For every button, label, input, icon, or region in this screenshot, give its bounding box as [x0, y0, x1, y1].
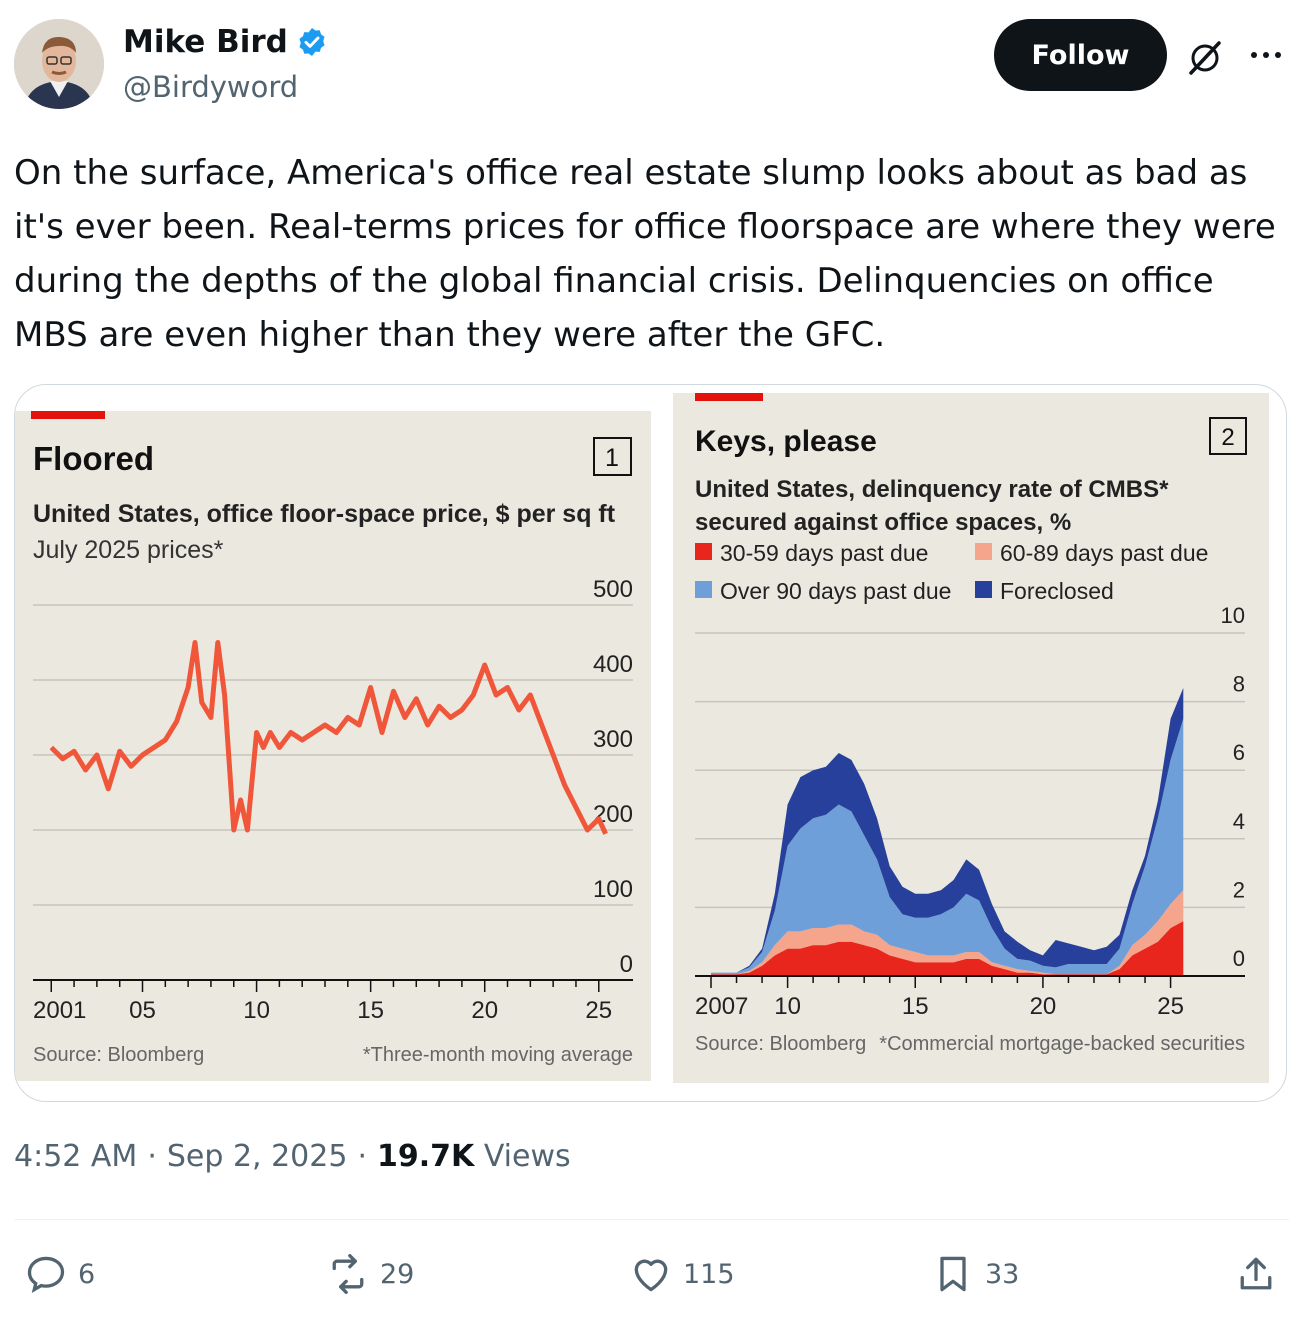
y-tick-label: 500 [593, 576, 633, 603]
x-tick-label: 10 [774, 993, 801, 1020]
tweet-media-image[interactable]: Floored 1 United States, office floor-sp… [14, 384, 1287, 1102]
bookmark-count: 33 [985, 1258, 1020, 1290]
x-tick-label: 10 [243, 997, 270, 1024]
x-tick-label: 15 [902, 993, 929, 1020]
chart-note: *Commercial mortgage-backed securities [879, 1033, 1245, 1055]
y-tick-label: 8 [1233, 672, 1245, 697]
like-count: 115 [683, 1258, 735, 1290]
x-tick-label: 25 [585, 997, 612, 1024]
y-tick-label: 0 [620, 951, 633, 978]
heart-icon [634, 1259, 668, 1292]
divider [14, 1219, 1289, 1220]
avatar[interactable] [14, 19, 104, 109]
bookmark-icon [940, 1256, 966, 1292]
chart-subtitle-line1: United States, delinquency rate of CMBS* [695, 476, 1169, 503]
legend-label: Over 90 days past due [720, 578, 951, 604]
tweet-date[interactable]: Sep 2, 2025 [166, 1139, 348, 1174]
price-line [49, 640, 608, 835]
tweet-meta: 4:52 AM · Sep 2, 2025 · 19.7K Views [14, 1139, 571, 1174]
x-tick-label: 25 [1157, 993, 1184, 1020]
repost-icon [332, 1254, 364, 1294]
red-tab-marker [695, 393, 763, 401]
chart-floored: Floored 1 United States, office floor-sp… [15, 411, 651, 1081]
x-tick-label: 2007 [695, 993, 748, 1020]
repost-button[interactable]: 29 [326, 1252, 414, 1296]
chart-number: 1 [605, 444, 619, 472]
chart-subtitle2: July 2025 prices* [33, 536, 224, 564]
y-tick-label: 0 [1233, 946, 1245, 971]
follow-button[interactable]: Follow [994, 19, 1167, 91]
verified-badge-icon [299, 28, 325, 56]
x-tick-label: 20 [471, 997, 498, 1024]
red-tab-marker [31, 411, 105, 419]
bookmark-button[interactable]: 33 [931, 1252, 1019, 1296]
y-tick-label: 400 [593, 651, 633, 678]
legend-label: 60-89 days past due [1000, 540, 1208, 566]
y-tick-label: 6 [1233, 740, 1245, 765]
legend-label: 30-59 days past due [720, 540, 928, 566]
chart-title: Keys, please [695, 425, 877, 458]
more-options-icon[interactable] [1246, 37, 1286, 77]
y-tick-label: 300 [593, 726, 633, 753]
legend-swatch [695, 581, 712, 598]
y-tick-label: 4 [1233, 809, 1245, 834]
avatar-photo [14, 19, 104, 109]
legend-swatch [695, 543, 712, 560]
y-tick-label: 100 [593, 876, 633, 903]
share-icon [1240, 1257, 1272, 1290]
views-label: Views [483, 1139, 571, 1174]
area-30-59-days-past-due [711, 921, 1184, 976]
legend-swatch [975, 543, 992, 560]
chart-title: Floored [33, 440, 154, 477]
y-tick-label: 10 [1221, 603, 1245, 628]
chart-source: Source: Bloomberg [33, 1044, 204, 1066]
views: 19.7K Views [377, 1139, 571, 1174]
area-60-89-days-past-due [711, 890, 1184, 975]
chart-number: 2 [1221, 424, 1234, 451]
y-tick-label: 2 [1233, 877, 1245, 902]
legend-label: Foreclosed [1000, 578, 1114, 604]
x-tick-label: 20 [1030, 993, 1057, 1020]
legend-swatch [975, 581, 992, 598]
views-count: 19.7K [377, 1139, 475, 1174]
repost-count: 29 [380, 1258, 415, 1290]
chart-subtitle: United States, office floor-space price,… [33, 500, 616, 528]
chart-note: *Three-month moving average [363, 1044, 633, 1066]
like-button[interactable]: 115 [629, 1252, 735, 1296]
reply-count: 6 [78, 1258, 96, 1290]
author-handle[interactable]: @Birdyword [123, 70, 299, 104]
grok-icon[interactable] [1185, 37, 1225, 77]
area-over-90-days-past-due [711, 718, 1184, 975]
chart-background [15, 411, 651, 1081]
tweet-time[interactable]: 4:52 AM [14, 1139, 138, 1174]
chart-subtitle-line2: secured against office spaces, % [695, 509, 1071, 536]
author-name-row[interactable]: Mike Bird [123, 24, 328, 60]
chart-number-box [593, 437, 632, 476]
tweet-text: On the surface, America's office real es… [14, 153, 1276, 355]
meta-separator: · [147, 1139, 157, 1174]
x-tick-label: 05 [129, 997, 156, 1024]
meta-separator: · [357, 1139, 367, 1174]
share-button[interactable] [1234, 1252, 1278, 1296]
x-tick-label: 2001 [33, 997, 86, 1024]
author-name[interactable]: Mike Bird [123, 24, 288, 60]
reply-icon [27, 1256, 65, 1293]
chart-number-box [1209, 417, 1247, 455]
chart-keys-please: Keys, please 2 United States, delinquenc… [673, 393, 1269, 1083]
chart-source: Source: Bloomberg [695, 1033, 866, 1055]
reply-button[interactable]: 6 [24, 1252, 95, 1296]
x-tick-label: 15 [357, 997, 384, 1024]
